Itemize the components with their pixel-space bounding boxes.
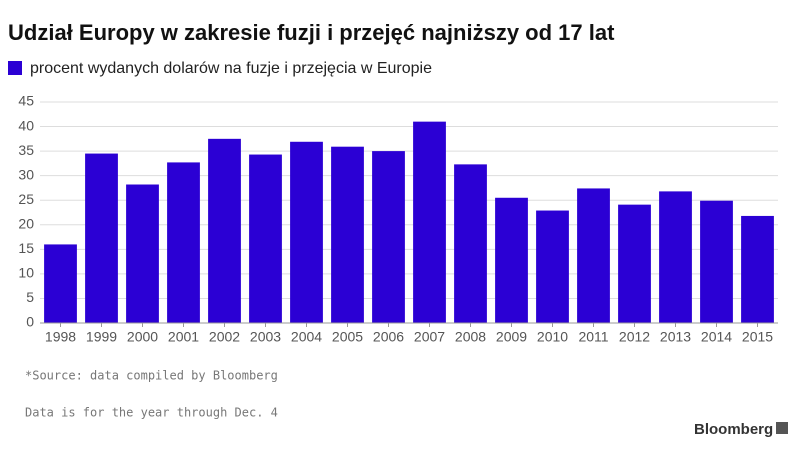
x-tick-label: 2010 bbox=[537, 329, 568, 345]
bar bbox=[659, 191, 692, 323]
bar bbox=[495, 197, 528, 323]
bar bbox=[700, 200, 733, 323]
x-tick-label: 2013 bbox=[660, 329, 691, 345]
x-tick-label: 2004 bbox=[291, 329, 322, 345]
bar bbox=[618, 204, 651, 323]
y-tick-label: 10 bbox=[18, 265, 34, 281]
bar bbox=[741, 215, 774, 323]
y-tick-label: 5 bbox=[26, 289, 34, 305]
x-tick-label: 2000 bbox=[127, 329, 158, 345]
x-tick-label: 2009 bbox=[496, 329, 527, 345]
bar bbox=[208, 138, 241, 323]
bar bbox=[85, 153, 118, 323]
y-tick-label: 30 bbox=[18, 166, 34, 182]
chart-title: Udział Europy w zakresie fuzji i przejęć… bbox=[8, 20, 615, 45]
x-tick-label: 2003 bbox=[250, 329, 281, 345]
y-tick-label: 20 bbox=[18, 215, 34, 231]
x-tick-label: 2007 bbox=[414, 329, 445, 345]
x-tick-label: 2001 bbox=[168, 329, 199, 345]
bar bbox=[372, 151, 405, 323]
x-tick-label: 2012 bbox=[619, 329, 650, 345]
bar bbox=[126, 184, 159, 323]
source-note: *Source: data compiled by Bloomberg bbox=[25, 369, 278, 383]
y-tick-label: 35 bbox=[18, 142, 34, 158]
bar bbox=[44, 244, 77, 323]
x-tick-label: 1999 bbox=[86, 329, 117, 345]
legend-swatch bbox=[8, 61, 22, 75]
x-tick-label: 2015 bbox=[742, 329, 773, 345]
x-tick-label: 2002 bbox=[209, 329, 240, 345]
bar bbox=[167, 162, 200, 323]
y-tick-label: 40 bbox=[18, 117, 34, 133]
x-tick-label: 2011 bbox=[578, 329, 608, 345]
y-tick-label: 0 bbox=[26, 314, 34, 330]
x-tick-label: 1998 bbox=[45, 329, 76, 345]
x-tick-label: 2005 bbox=[332, 329, 363, 345]
bar bbox=[290, 141, 323, 323]
y-tick-label: 45 bbox=[18, 93, 34, 109]
brand-icon bbox=[776, 422, 788, 434]
x-tick-label: 2008 bbox=[455, 329, 486, 345]
footnote: Data is for the year through Dec. 4 bbox=[25, 406, 278, 420]
bar bbox=[536, 210, 569, 323]
x-tick-label: 2014 bbox=[701, 329, 732, 345]
legend-label: procent wydanych dolarów na fuzje i prze… bbox=[30, 60, 432, 77]
bar bbox=[413, 121, 446, 324]
y-tick-label: 25 bbox=[18, 191, 34, 207]
bar bbox=[454, 164, 487, 323]
y-tick-label: 15 bbox=[18, 240, 34, 256]
x-tick-label: 2006 bbox=[373, 329, 404, 345]
brand: Bloomberg bbox=[694, 421, 773, 438]
bar bbox=[331, 146, 364, 323]
bar bbox=[249, 154, 282, 323]
bar bbox=[577, 188, 610, 323]
